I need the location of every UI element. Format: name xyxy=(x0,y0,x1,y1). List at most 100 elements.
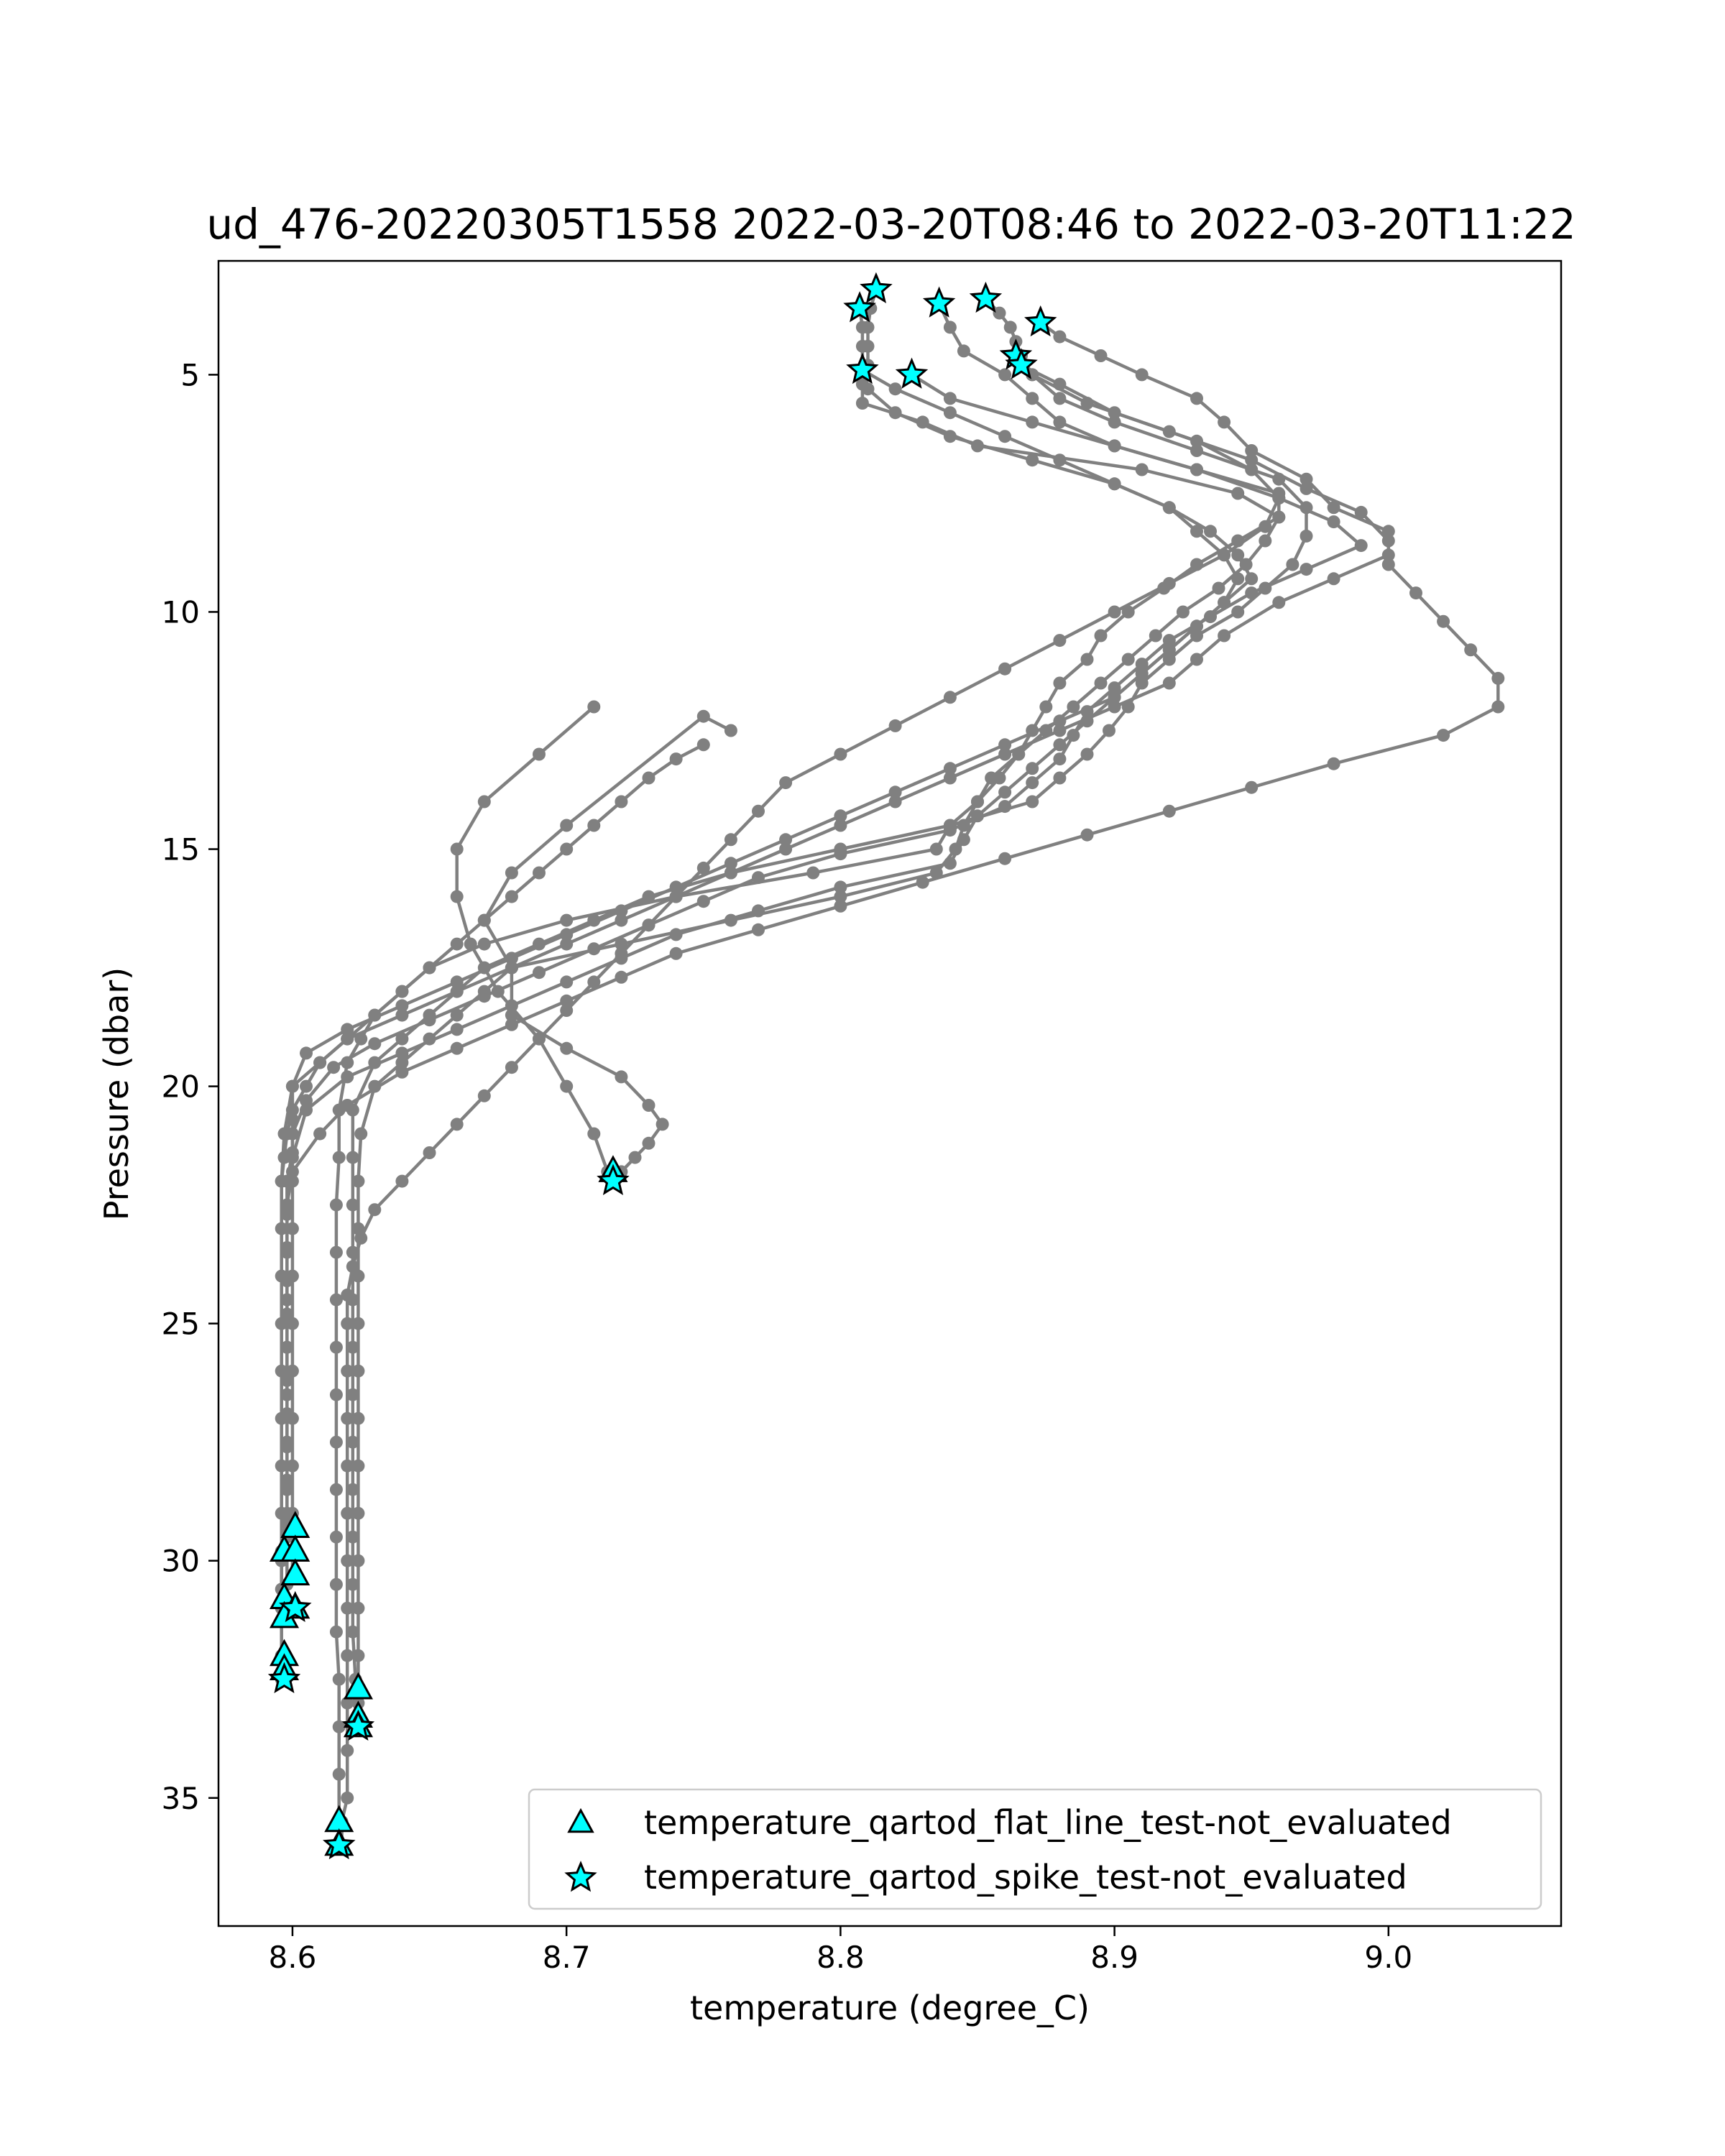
profile-point xyxy=(450,975,464,989)
profile-point xyxy=(395,1032,409,1046)
profile-point xyxy=(341,1696,354,1710)
profile-point xyxy=(1108,700,1121,714)
profile-point xyxy=(1162,804,1176,818)
profile-point xyxy=(395,999,409,1013)
y-tick-label: 25 xyxy=(162,1307,200,1342)
profile-point xyxy=(888,406,902,420)
profile-point xyxy=(587,1127,601,1141)
profile-point xyxy=(341,1791,354,1805)
profile-point xyxy=(351,1174,365,1188)
profile-point xyxy=(351,1459,365,1473)
profile-point xyxy=(1245,572,1259,586)
profile-point xyxy=(929,842,943,856)
profile-point xyxy=(1003,321,1017,334)
legend-star-icon xyxy=(564,1861,597,1892)
profile-point xyxy=(560,913,574,927)
profile-point xyxy=(943,430,957,443)
profile-point xyxy=(560,994,574,1008)
profile-point xyxy=(275,1459,288,1473)
profile-point xyxy=(329,1388,343,1401)
profile-point xyxy=(300,1046,313,1060)
profile-point xyxy=(505,1018,518,1031)
profile-point xyxy=(354,1127,368,1141)
x-tick-label: 8.8 xyxy=(816,1940,865,1975)
profile-point xyxy=(855,339,869,353)
profile-point xyxy=(696,861,710,875)
profile-point xyxy=(1026,415,1039,429)
profile-point xyxy=(998,852,1012,865)
profile-point xyxy=(1218,415,1231,429)
profile-point xyxy=(341,1032,354,1046)
profile-point xyxy=(1026,762,1039,775)
profile-point xyxy=(615,970,628,984)
profile-point xyxy=(1108,605,1121,619)
y-axis-label: Pressure (dbar) xyxy=(97,967,136,1220)
profile-point xyxy=(450,890,464,903)
profile-point xyxy=(280,1307,294,1321)
profile-point xyxy=(1218,629,1231,642)
profile-point xyxy=(275,1364,288,1378)
profile-point xyxy=(1162,501,1176,515)
profile-point xyxy=(628,1151,642,1164)
profile-point xyxy=(669,880,683,894)
profile-point xyxy=(1190,392,1203,405)
x-tick-label: 8.6 xyxy=(269,1940,317,1975)
legend: temperature_qartod_flat_line_test-not_ev… xyxy=(528,1788,1542,1910)
profile-point xyxy=(587,819,601,832)
profile-point xyxy=(341,1364,354,1378)
spike-test-marker xyxy=(969,281,1003,313)
profile-point xyxy=(888,786,902,799)
profile-point xyxy=(280,1340,294,1354)
profile-point xyxy=(1190,444,1203,457)
profile-point xyxy=(1327,572,1340,586)
profile-point xyxy=(329,1530,343,1544)
profile-point xyxy=(1272,596,1286,609)
profile-point xyxy=(1491,700,1505,714)
profile-point xyxy=(1135,463,1149,476)
profile-point xyxy=(560,975,574,989)
profile-point xyxy=(998,368,1012,382)
profile-point xyxy=(341,1317,354,1330)
profile-point xyxy=(1231,605,1245,619)
x-tick-label: 8.7 xyxy=(543,1940,591,1975)
profile-point xyxy=(696,709,710,723)
profile-point xyxy=(329,1577,343,1591)
profile-point xyxy=(351,1411,365,1425)
profile-point xyxy=(1067,729,1080,742)
profile-point xyxy=(341,1601,354,1615)
spike-test-marker xyxy=(895,357,929,389)
profile-point xyxy=(346,1577,359,1591)
profile-point xyxy=(1245,780,1259,794)
profile-point xyxy=(834,809,847,823)
profile-point xyxy=(1026,795,1039,808)
profile-point xyxy=(861,382,875,396)
profile-point xyxy=(1190,629,1203,642)
profile-point xyxy=(450,1008,464,1022)
profile-point xyxy=(533,866,546,880)
profile-point xyxy=(533,966,546,980)
profile-point xyxy=(806,866,820,880)
profile-point xyxy=(615,1070,628,1084)
profile-point xyxy=(971,795,984,808)
x-tick-label: 9.0 xyxy=(1364,1940,1412,1975)
profile-point xyxy=(1026,453,1039,467)
profile-point xyxy=(280,1241,294,1254)
profile-point xyxy=(724,833,737,847)
profile-point xyxy=(346,1260,359,1273)
profile-point xyxy=(329,1340,343,1354)
profile-point xyxy=(779,776,793,790)
profile-point xyxy=(943,824,957,837)
profile-point xyxy=(1491,671,1505,685)
profile-point xyxy=(329,1435,343,1449)
profile-point xyxy=(327,1061,341,1074)
profile-series-10 xyxy=(275,738,710,1188)
spike-test-marker xyxy=(1005,348,1038,379)
profile-point xyxy=(1121,605,1135,619)
profile-point xyxy=(943,771,957,785)
profile-point xyxy=(395,1008,409,1022)
profile-point xyxy=(313,1056,327,1069)
profile-point xyxy=(1327,515,1340,529)
profile-point xyxy=(341,1023,354,1036)
profile-point xyxy=(346,1151,359,1164)
profile-point xyxy=(1354,539,1368,553)
